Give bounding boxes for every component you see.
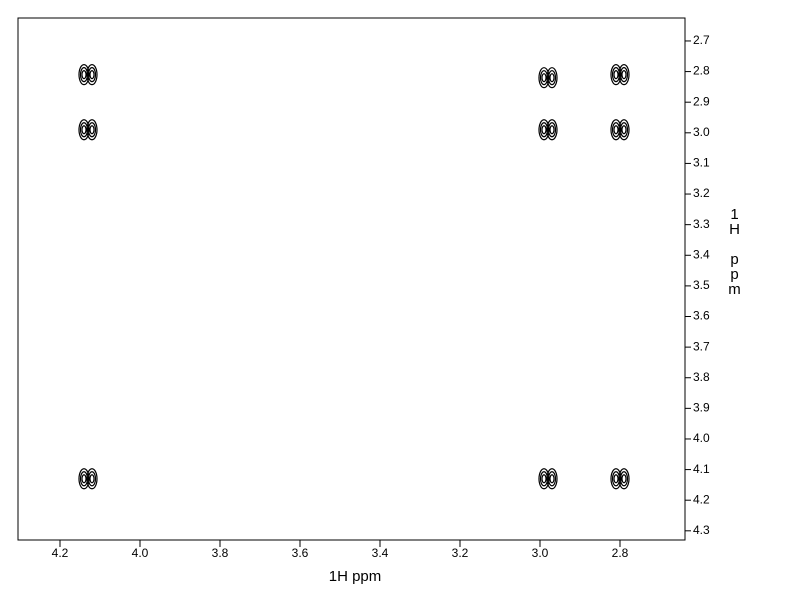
- contour: [613, 474, 619, 484]
- x-tick-label: 4.0: [132, 546, 149, 560]
- contour: [89, 70, 95, 80]
- contour: [546, 119, 558, 141]
- y-tick-label: 3.7: [693, 339, 710, 353]
- x-axis-label: 1H ppm: [329, 568, 382, 585]
- contour: [547, 471, 557, 487]
- y-tick-label: 2.8: [693, 64, 710, 78]
- contour: [86, 64, 98, 86]
- contour: [541, 73, 547, 83]
- cross-peak: [78, 468, 98, 490]
- cross-peak: [538, 119, 558, 141]
- y-tick-label: 3.3: [693, 217, 710, 231]
- contour: [619, 471, 629, 487]
- y-tick-label: 3.4: [693, 247, 710, 261]
- contour: [81, 70, 87, 80]
- contour: [87, 67, 97, 83]
- contour: [86, 468, 98, 490]
- contour: [613, 125, 619, 135]
- plot-frame: [17, 17, 686, 541]
- contour: [546, 67, 558, 89]
- cross-peak: [610, 119, 630, 141]
- contour: [87, 122, 97, 138]
- cross-peak: [610, 64, 630, 86]
- contour: [618, 468, 630, 490]
- y-tick-label: 4.1: [693, 462, 710, 476]
- contour: [87, 471, 97, 487]
- contour: [613, 70, 619, 80]
- contour: [81, 474, 87, 484]
- contour: [621, 70, 627, 80]
- x-tick-label: 3.4: [372, 546, 389, 560]
- contour: [81, 125, 87, 135]
- y-tick-label: 3.6: [693, 309, 710, 323]
- cross-peak: [78, 119, 98, 141]
- contour: [549, 125, 555, 135]
- y-tick-label: 3.8: [693, 370, 710, 384]
- contour: [618, 119, 630, 141]
- y-tick-label: 3.2: [693, 186, 710, 200]
- cross-peak: [538, 67, 558, 89]
- x-tick-label: 3.6: [292, 546, 309, 560]
- contour: [541, 474, 547, 484]
- x-tick-label: 3.0: [532, 546, 549, 560]
- cross-peak: [78, 64, 98, 86]
- x-tick-label: 3.8: [212, 546, 229, 560]
- contour: [89, 125, 95, 135]
- x-tick-label: 2.8: [612, 546, 629, 560]
- y-tick-label: 3.1: [693, 156, 710, 170]
- contour: [541, 125, 547, 135]
- contour: [621, 125, 627, 135]
- contour: [86, 119, 98, 141]
- contour: [547, 122, 557, 138]
- y-tick-label: 4.3: [693, 523, 710, 537]
- x-tick-label: 3.2: [452, 546, 469, 560]
- contour: [549, 73, 555, 83]
- contour: [619, 122, 629, 138]
- y-tick-label: 3.0: [693, 125, 710, 139]
- contour: [549, 474, 555, 484]
- y-axis-label: 1H ppm: [726, 206, 743, 296]
- contour: [621, 474, 627, 484]
- contour: [618, 64, 630, 86]
- y-tick-label: 3.5: [693, 278, 710, 292]
- y-tick-label: 4.0: [693, 431, 710, 445]
- y-tick-label: 2.9: [693, 94, 710, 108]
- contour: [547, 70, 557, 86]
- contour: [619, 67, 629, 83]
- cross-peak: [538, 468, 558, 490]
- y-tick-label: 3.9: [693, 401, 710, 415]
- contour: [546, 468, 558, 490]
- contour: [89, 474, 95, 484]
- y-tick-label: 4.2: [693, 492, 710, 506]
- y-tick-label: 2.7: [693, 33, 710, 47]
- cross-peak: [610, 468, 630, 490]
- x-tick-label: 4.2: [52, 546, 69, 560]
